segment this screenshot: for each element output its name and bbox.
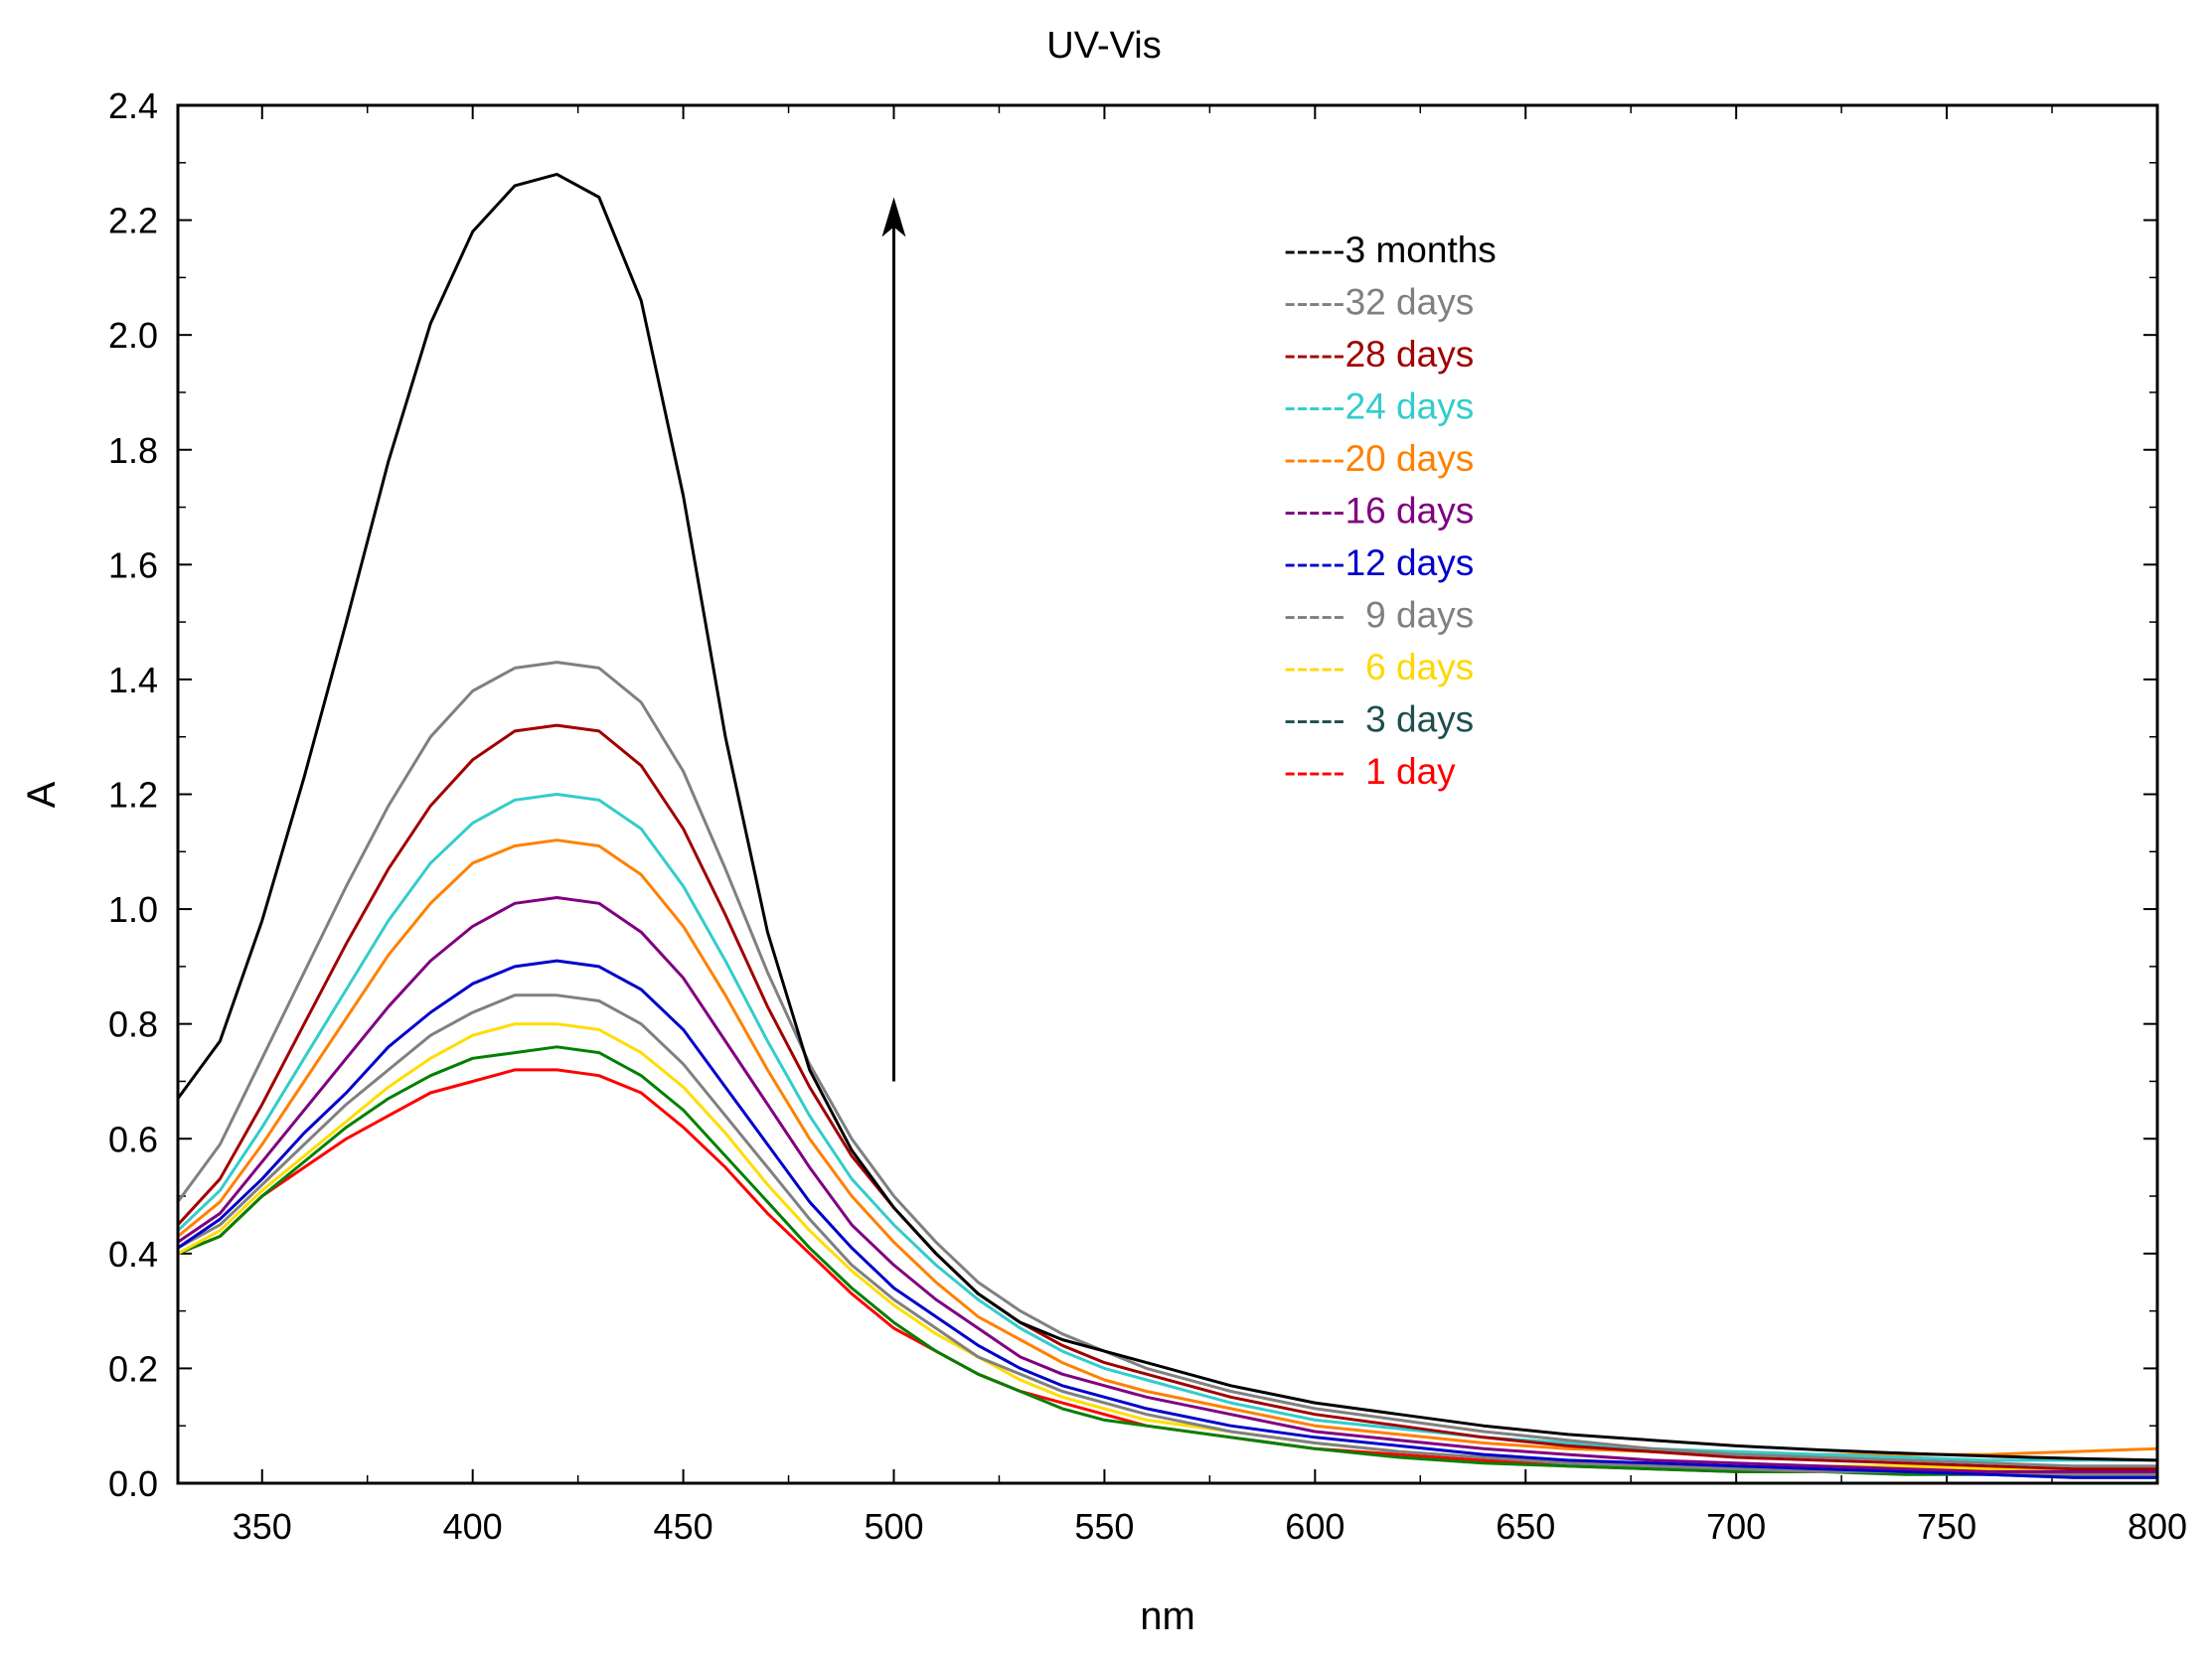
y-tick-label: 0.0 [108, 1463, 158, 1504]
y-axis-label: A [20, 781, 64, 808]
y-tick-label: 0.6 [108, 1119, 158, 1159]
x-tick-label: 400 [443, 1506, 503, 1547]
x-tick-label: 700 [1706, 1506, 1766, 1547]
series-line [177, 1045, 2157, 1479]
y-tick-label: 0.8 [108, 1004, 158, 1045]
legend: -----3 months -----32 days -----28 days ---… [1284, 229, 1497, 792]
y-tick-label: 1.4 [108, 660, 158, 700]
legend-entry: -----16 days [1284, 491, 1474, 531]
plot-frame [176, 103, 2159, 1485]
legend-entry: -----3 months [1284, 229, 1497, 270]
arrow-head [881, 197, 906, 237]
legend-entry: ----- 9 days [1284, 595, 1474, 636]
chart-title: UV-Vis [1046, 25, 1161, 67]
legend-entry: ----- 1 day [1284, 751, 1456, 792]
y-tick-label: 1.0 [108, 889, 158, 930]
y-tick-label: 1.8 [108, 430, 158, 471]
series-line [177, 993, 2157, 1476]
legend-entry: ----- 3 days [1284, 699, 1474, 740]
y-tick-label: 1.2 [108, 775, 158, 816]
series-line [176, 793, 2157, 1462]
series-line [177, 838, 2158, 1456]
series-line [176, 172, 2158, 1462]
x-tick-label: 750 [1917, 1506, 1976, 1547]
x-tick-label: 450 [654, 1506, 713, 1547]
growth-arrow-annotation [881, 197, 906, 1082]
x-tick-label: 600 [1285, 1506, 1344, 1547]
legend-entry: -----32 days [1284, 282, 1474, 323]
series-line [177, 896, 2157, 1473]
y-tick-label: 1.6 [108, 544, 158, 585]
x-tick-label: 500 [864, 1506, 923, 1547]
x-tick-label: 800 [2128, 1506, 2187, 1547]
series-line [176, 661, 2157, 1468]
y-tick-label: 0.4 [108, 1234, 158, 1275]
series-line [177, 959, 2157, 1479]
y-axis-ticks: 0.0 0.2 0.4 0.6 0.8 1.0 1.2 1.4 1.6 1.8 2.0 2.2 2.4 [108, 85, 2157, 1504]
legend-entry: -----28 days [1284, 334, 1474, 375]
x-tick-label: 350 [233, 1506, 292, 1547]
x-axis-ticks: 350 400 450 500 550 600 650 700 750 800 [233, 105, 2187, 1547]
y-tick-label: 2.4 [108, 85, 158, 126]
legend-entry: ----- 6 days [1284, 647, 1474, 687]
x-tick-label: 550 [1074, 1506, 1134, 1547]
y-tick-label: 2.2 [108, 201, 158, 241]
y-tick-label: 2.0 [108, 315, 158, 356]
x-axis-label: nm [1140, 1594, 1195, 1638]
series-line [176, 723, 2157, 1471]
legend-entry: -----24 days [1284, 386, 1474, 427]
legend-entry: -----12 days [1284, 542, 1474, 583]
legend-entry: -----20 days [1284, 438, 1474, 479]
y-tick-label: 0.2 [108, 1348, 158, 1389]
plot-series-group [176, 172, 2158, 1479]
x-tick-label: 650 [1496, 1506, 1555, 1547]
